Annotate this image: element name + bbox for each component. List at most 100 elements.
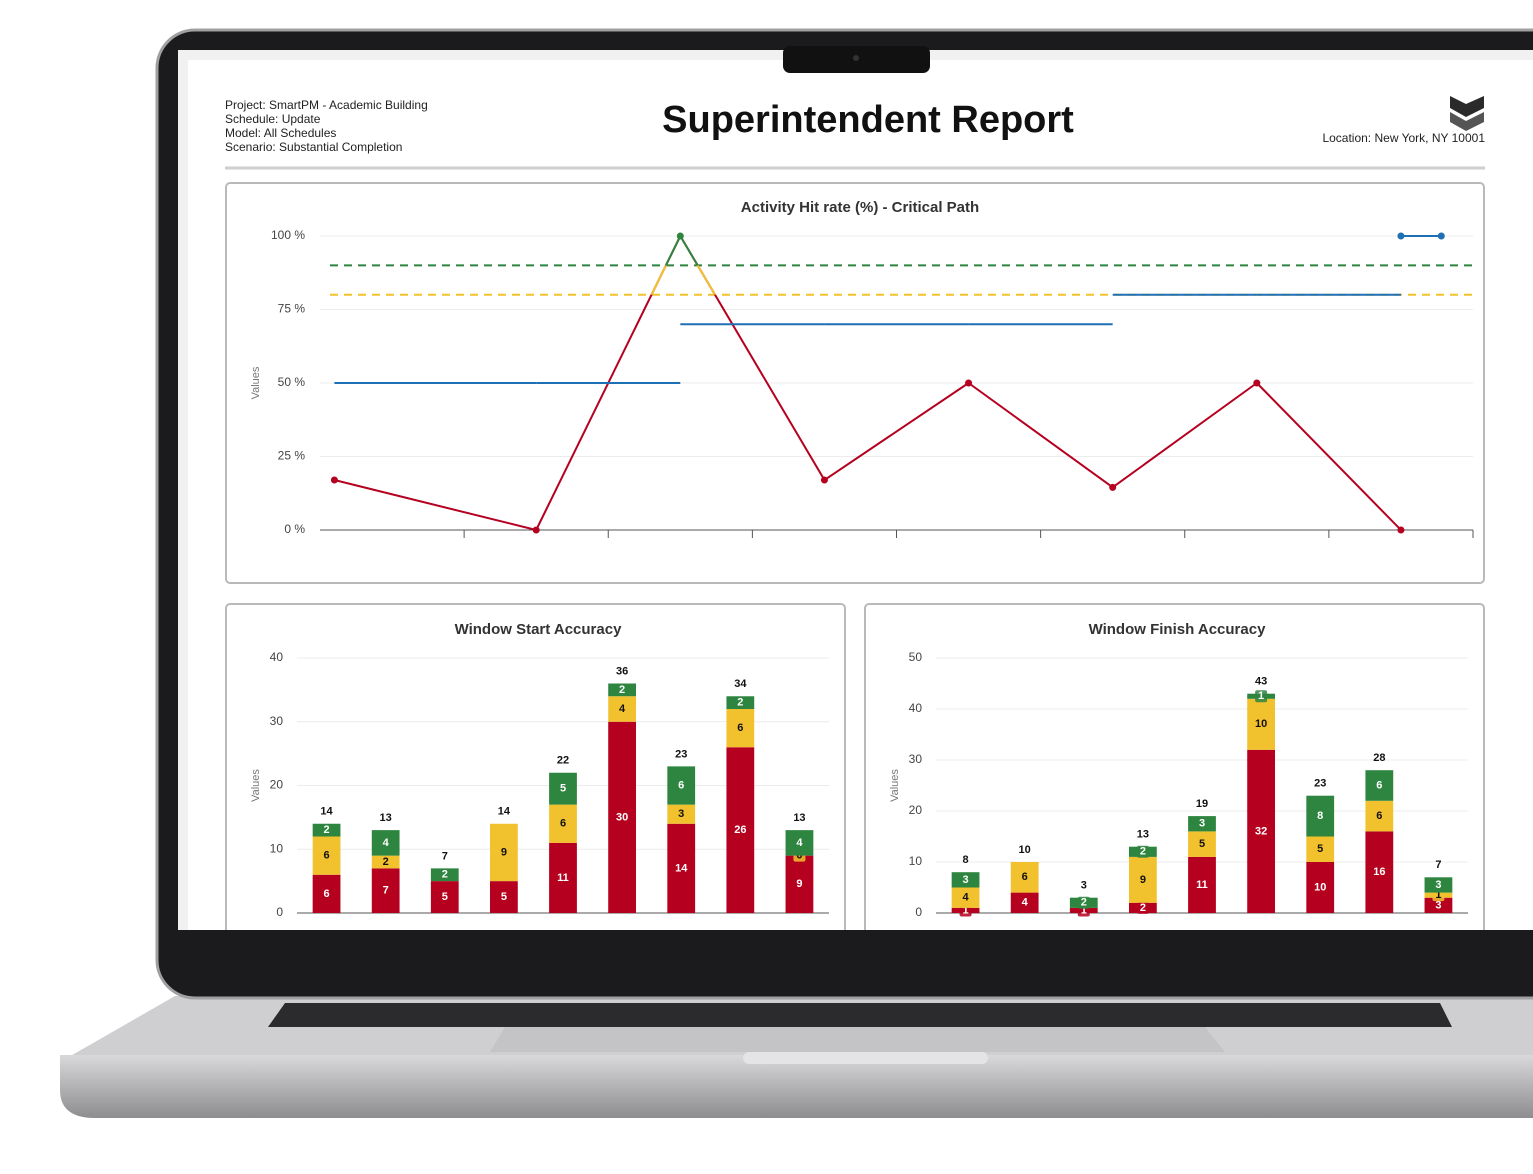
y-tick-label: 10 [270, 841, 284, 855]
segment-label-bg [1373, 866, 1386, 879]
keyboard [268, 1003, 1452, 1027]
hit-rate-point [1109, 483, 1117, 491]
segment-label-bg [497, 891, 510, 904]
bar-total: 13 [793, 812, 805, 824]
segment-label: 7 [383, 885, 389, 897]
segment-label: 9 [796, 878, 802, 890]
segment-label: 16 [1373, 866, 1385, 878]
segment-label: 2 [619, 684, 625, 696]
segment-label-bg [793, 836, 806, 849]
segment-label-bg [557, 871, 569, 884]
bar-total: 36 [616, 665, 628, 677]
chart-title: Window Finish Accuracy [1089, 621, 1266, 638]
bar-total: 8 [962, 854, 968, 866]
location: Location: New York, NY 10001 [1322, 131, 1485, 145]
bar-total: 23 [1314, 778, 1326, 790]
segment-label-bg [497, 846, 510, 859]
y-tick-label: 100 % [271, 228, 305, 242]
segment-label: 26 [734, 824, 746, 836]
bar-total: 13 [1137, 829, 1149, 841]
segment-label: 5 [560, 783, 566, 795]
bar-total: 3 [1081, 880, 1087, 892]
logo [1450, 96, 1484, 131]
segment-label-bg [379, 884, 392, 897]
trackpad [490, 1027, 1225, 1052]
y-tick-label: 0 [276, 905, 283, 919]
segment-label-bg [1255, 718, 1268, 731]
y-axis-label: Values [250, 769, 262, 802]
segment-label: 4 [383, 837, 390, 849]
bar-total: 19 [1196, 798, 1208, 810]
segment-label-bg [1196, 838, 1208, 851]
segment-label-bg [557, 782, 569, 795]
target-point [1397, 232, 1405, 240]
y-axis-label: Values [250, 366, 262, 399]
segment-label: 9 [501, 846, 507, 858]
segment-label-bg [616, 811, 629, 824]
segment-label: 3 [678, 808, 684, 820]
segment-label: 5 [1317, 843, 1323, 855]
segment-label-bg [557, 817, 569, 830]
bar-total: 10 [1019, 844, 1031, 856]
segment-label-bg [959, 873, 972, 886]
segment-label-bg [1136, 901, 1149, 914]
segment-label-bg [734, 824, 747, 837]
segment-label-bg [1196, 878, 1208, 891]
hit-rate-point [330, 476, 338, 484]
segment-label-bg [734, 696, 747, 709]
segment-label-bg [438, 868, 451, 881]
segment-label: 10 [1314, 881, 1326, 893]
segment-label: 2 [323, 824, 329, 836]
lid-notch [743, 1052, 988, 1064]
segment-label: 4 [1022, 897, 1029, 909]
segment-label: 6 [1376, 810, 1382, 822]
report: Project: SmartPM - Academic Building Sch… [225, 96, 1485, 930]
chart-title: Activity Hit rate (%) - Critical Path [741, 199, 979, 216]
segment-label: 6 [1022, 871, 1028, 883]
bar-total: 23 [675, 748, 687, 760]
y-tick-label: 30 [909, 752, 923, 766]
segment-label-bg [1373, 810, 1386, 823]
segment-label-bg [616, 703, 629, 715]
bar-total: 14 [498, 806, 511, 818]
bar-total: 13 [380, 812, 392, 824]
segment-label-bg [675, 862, 688, 875]
segment-label-bg [1136, 873, 1149, 886]
segment-label: 32 [1255, 825, 1267, 837]
segment-label-bg [734, 722, 747, 735]
segment-label: 6 [737, 722, 743, 734]
segment-label: 14 [675, 862, 688, 874]
segment-label: 6 [323, 850, 329, 862]
hit-rate-line [334, 235, 1402, 531]
segment-label: 11 [1196, 879, 1208, 891]
hit-rate-point [532, 526, 540, 534]
segment-label: 3 [962, 874, 968, 886]
segment-label: 1 [1435, 889, 1441, 901]
segment-label: 3 [1435, 879, 1441, 891]
bar-total: 7 [442, 850, 448, 862]
segment-label-bg [1196, 817, 1208, 830]
bar-total: 22 [557, 755, 569, 767]
info-line: Scenario: Substantial Completion [225, 140, 402, 154]
segment-label: 5 [1199, 838, 1205, 850]
segment-label: 5 [442, 891, 448, 903]
segment-label: 6 [323, 888, 329, 900]
y-tick-label: 25 % [278, 449, 306, 463]
y-tick-label: 50 [909, 650, 923, 664]
y-tick-label: 50 % [278, 375, 306, 389]
y-tick-label: 30 [270, 714, 284, 728]
segment-label: 6 [1376, 779, 1382, 791]
bar-total: 34 [734, 678, 747, 690]
target-point [1437, 232, 1445, 240]
camera [853, 55, 859, 61]
segment-label-bg [1373, 779, 1386, 792]
info-line: Schedule: Update [225, 112, 321, 126]
y-tick-label: 40 [270, 650, 284, 664]
segment-label-bg [320, 849, 333, 862]
hit-rate-point [965, 379, 973, 387]
segment-label-bg [616, 683, 629, 696]
y-tick-label: 40 [909, 701, 923, 715]
segment-label: 2 [1140, 902, 1146, 914]
segment-label-bg [320, 887, 333, 900]
segment-label-bg [1314, 881, 1327, 894]
